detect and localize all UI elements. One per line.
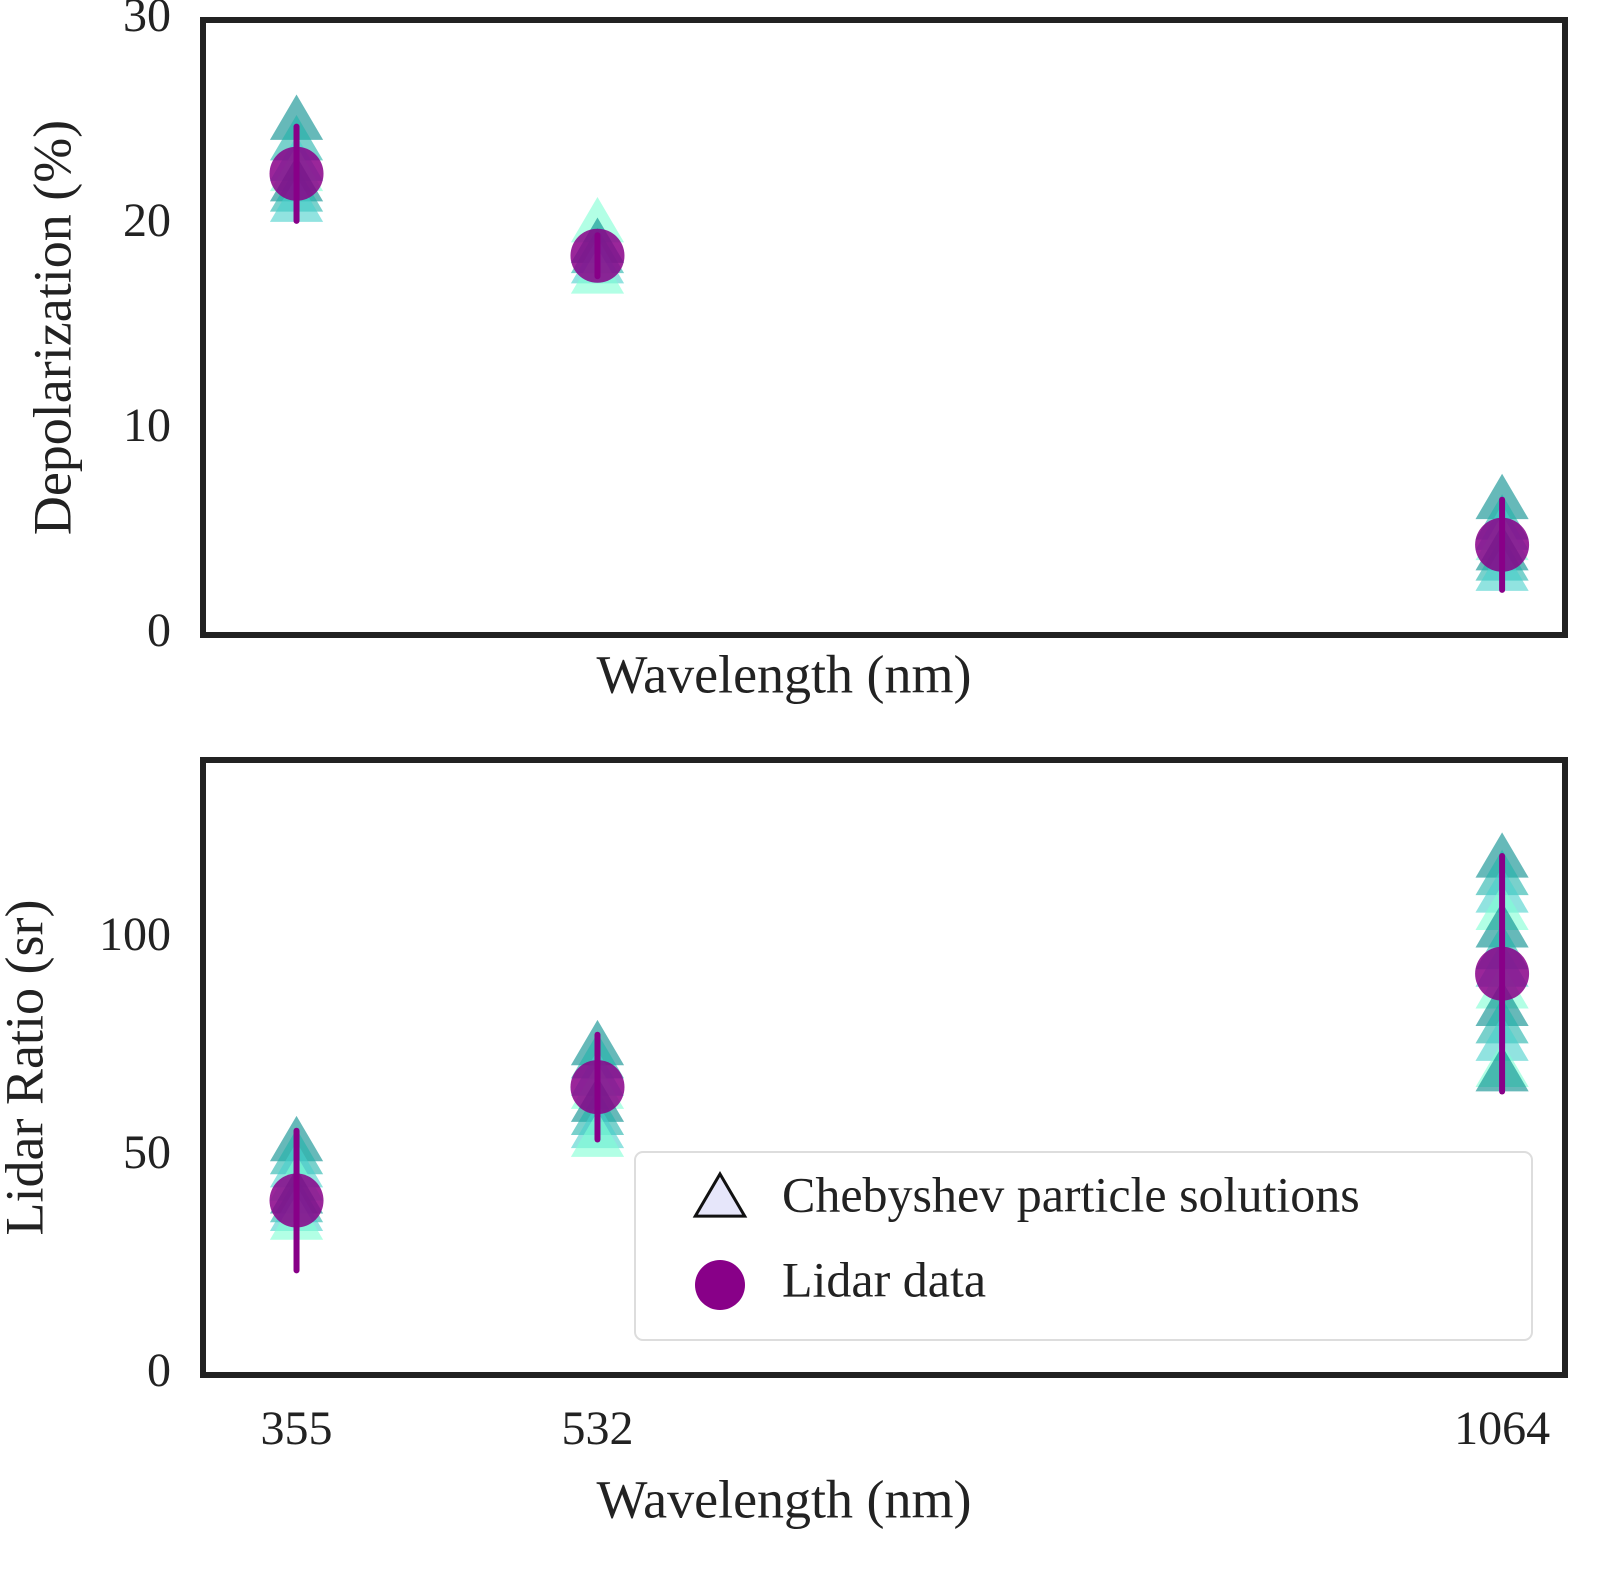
legend-marker	[695, 1260, 745, 1310]
legend-box	[634, 1151, 1533, 1341]
data-marker	[269, 1173, 324, 1228]
y-axis-label: Depolarization (%)	[22, 120, 82, 535]
y-tick-label: 20	[123, 194, 171, 247]
y-tick-label: 10	[123, 399, 171, 452]
data-marker	[570, 1060, 625, 1115]
data-marker	[1475, 946, 1530, 1001]
y-tick-label: 0	[147, 604, 171, 657]
y-tick-label: 30	[123, 0, 171, 42]
x-tick-label: 1064	[1454, 1402, 1550, 1455]
data-marker	[570, 228, 625, 283]
x-axis-label: Wavelength (nm)	[596, 1469, 971, 1529]
plot-frame	[200, 17, 1568, 638]
legend-label: Chebyshev particle solutions	[782, 1166, 1360, 1222]
legend-marker	[692, 1171, 748, 1218]
y-tick-label: 0	[147, 1344, 171, 1397]
data-marker	[269, 146, 324, 201]
x-tick-label: 532	[561, 1402, 633, 1455]
y-tick-label: 50	[123, 1126, 171, 1179]
plot-frame	[200, 757, 1568, 1378]
x-axis-label: Wavelength (nm)	[596, 644, 971, 704]
legend-label: Lidar data	[782, 1251, 986, 1307]
y-axis-label: Lidar Ratio (sr)	[0, 900, 54, 1236]
y-tick-label: 100	[99, 908, 171, 961]
data-marker	[1475, 517, 1530, 572]
x-tick-label: 355	[261, 1402, 333, 1455]
